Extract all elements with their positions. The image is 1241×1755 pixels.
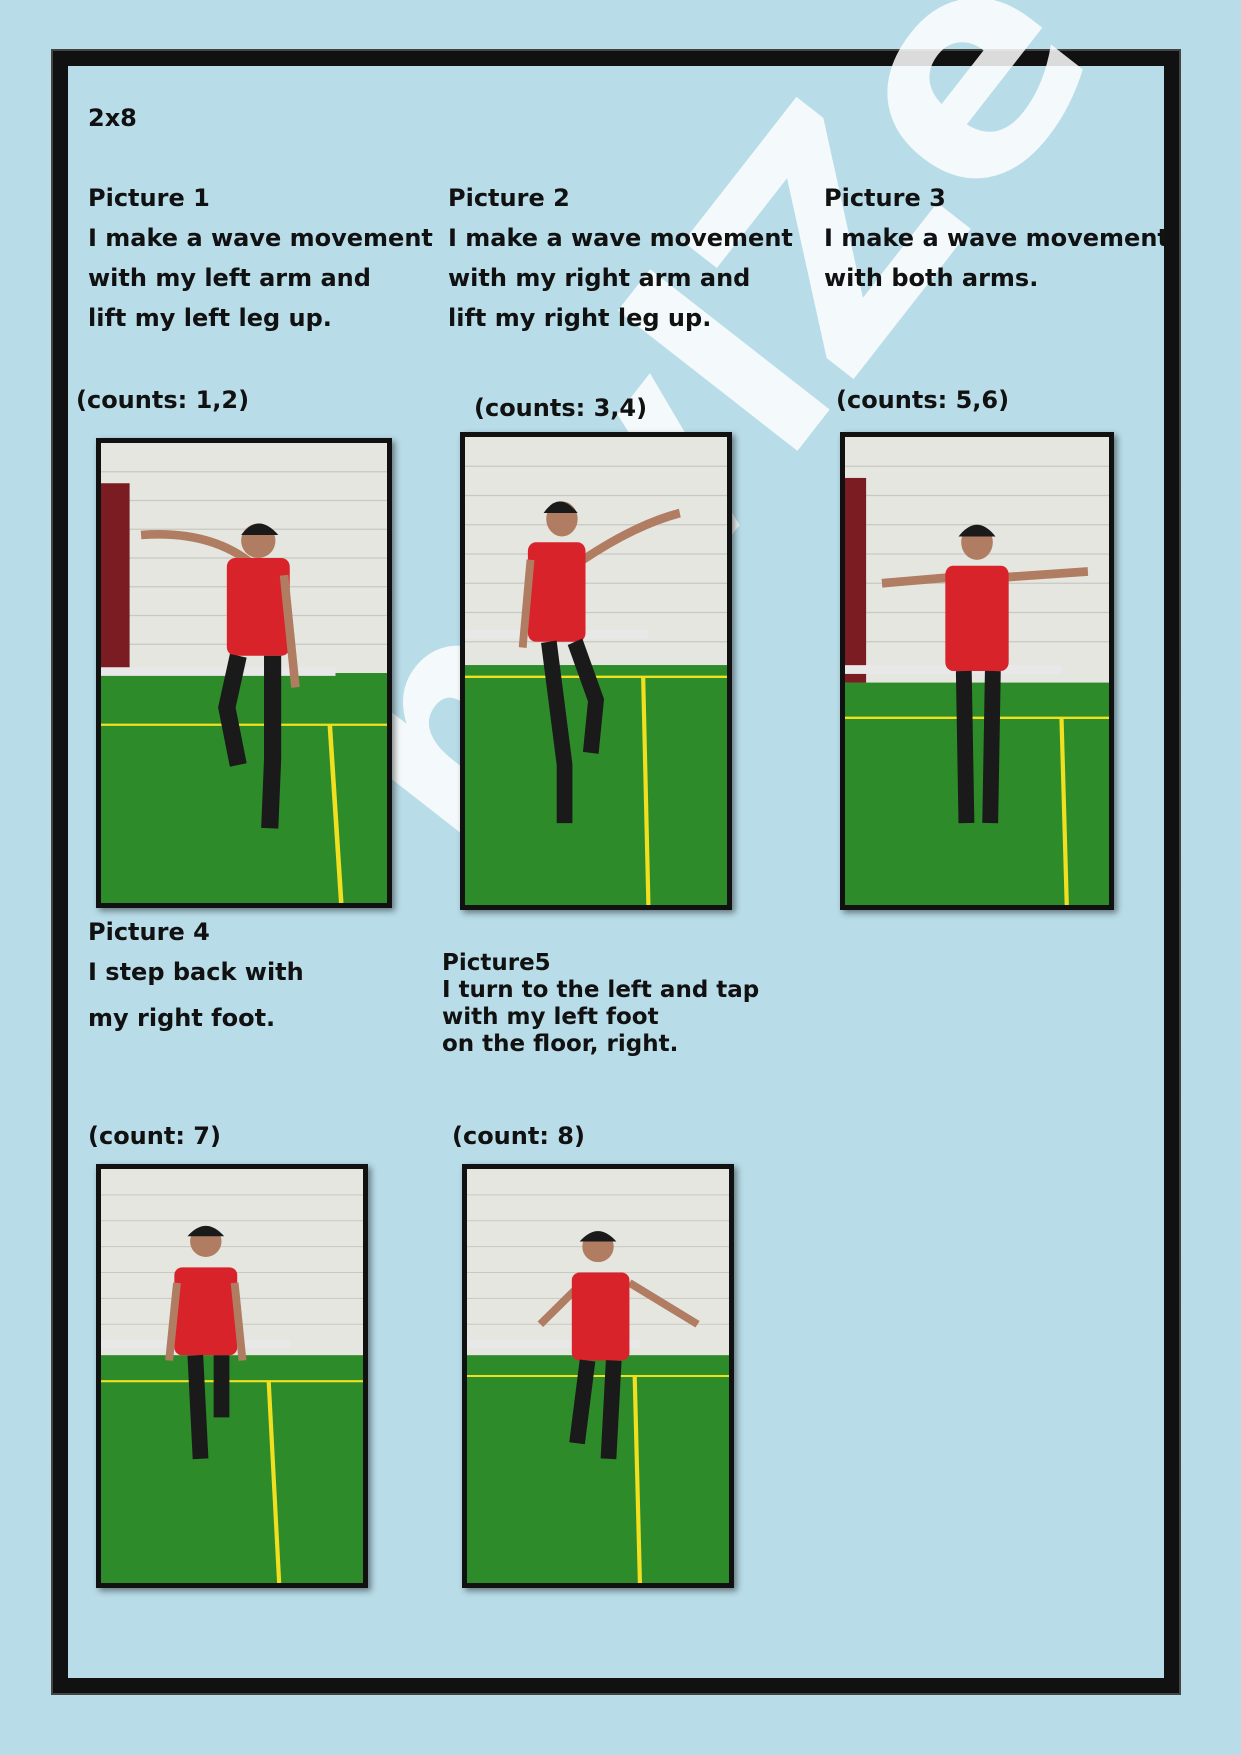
caption-2-line-1: I make a wave movement	[448, 224, 793, 252]
caption-5: Picture5 I turn to the left and tap with…	[442, 950, 759, 1058]
caption-1: Picture 1 I make a wave movement with my…	[88, 178, 433, 338]
caption-3-title: Picture 3	[824, 184, 946, 212]
caption-5-line-2: with my left foot	[442, 1004, 659, 1030]
caption-5-line-3: on the floor, right.	[442, 1031, 679, 1057]
page-heading: 2x8	[88, 104, 137, 132]
caption-3-line-1: I make a wave movement	[824, 224, 1169, 252]
dancer-photo-1	[101, 443, 387, 903]
caption-2-title: Picture 2	[448, 184, 570, 212]
caption-3-counts: (counts: 5,6)	[836, 386, 1010, 414]
caption-4-title: Picture 4	[88, 918, 210, 946]
caption-5-counts: (count: 8)	[452, 1122, 585, 1150]
caption-5-line-1: I turn to the left and tap	[442, 977, 760, 1003]
caption-3: Picture 3 I make a wave movement with bo…	[824, 178, 1169, 298]
photo-4	[96, 1164, 368, 1588]
caption-2-line-2: with my right arm and	[448, 264, 751, 292]
caption-1-title: Picture 1	[88, 184, 210, 212]
page-frame	[54, 52, 1178, 1692]
caption-1-line-3: lift my left leg up.	[88, 304, 332, 332]
dancer-photo-3	[845, 437, 1109, 905]
caption-1-line-2: with my left arm and	[88, 264, 371, 292]
photo-1	[96, 438, 392, 908]
photo-3	[840, 432, 1114, 910]
caption-5-title: Picture5	[442, 950, 551, 976]
dancer-photo-2	[465, 437, 727, 905]
caption-4: Picture 4 I step back with my right foot…	[88, 912, 304, 1038]
caption-4-counts: (count: 7)	[88, 1122, 221, 1150]
dancer-photo-5	[467, 1169, 729, 1583]
caption-1-counts: (counts: 1,2)	[76, 386, 250, 414]
caption-2-counts: (counts: 3,4)	[474, 394, 648, 422]
caption-1-line-1: I make a wave movement	[88, 224, 433, 252]
caption-2: Picture 2 I make a wave movement with my…	[448, 178, 793, 338]
photo-5	[462, 1164, 734, 1588]
dancer-photo-4	[101, 1169, 363, 1583]
caption-4-line-1: I step back with	[88, 958, 304, 986]
caption-3-line-2: with both arms.	[824, 264, 1039, 292]
caption-4-line-2: my right foot.	[88, 1004, 276, 1032]
photo-2	[460, 432, 732, 910]
caption-2-line-3: lift my right leg up.	[448, 304, 712, 332]
